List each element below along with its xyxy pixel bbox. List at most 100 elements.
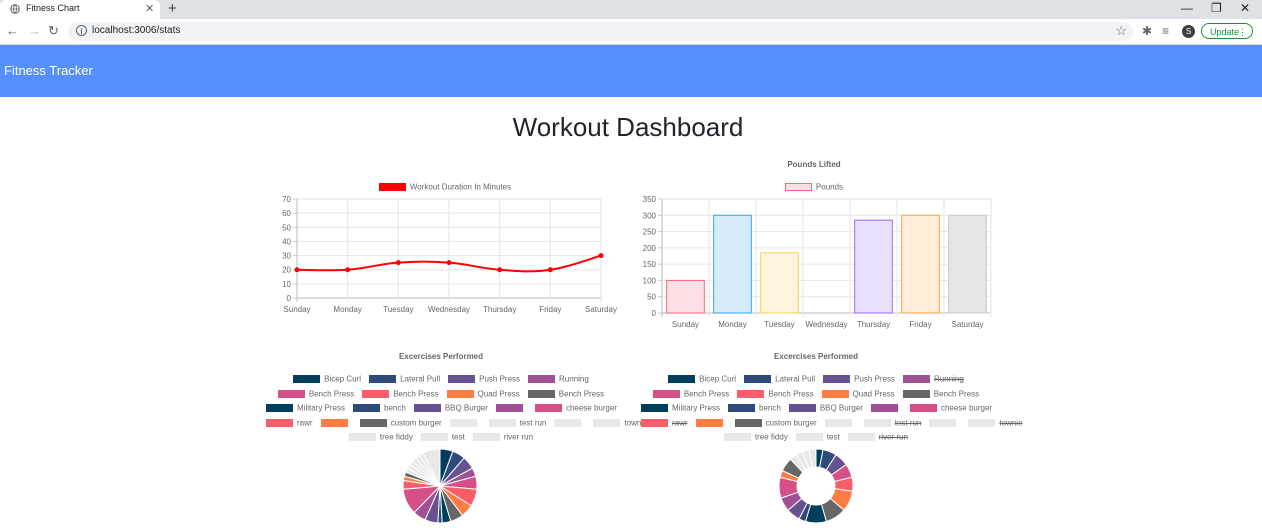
x-tick-label: Wednesday bbox=[805, 320, 847, 329]
y-tick-label: 200 bbox=[643, 244, 657, 253]
x-tick-label: Thursday bbox=[857, 320, 890, 329]
address-bar[interactable]: i localhost:3006/stats ☆ bbox=[68, 22, 1133, 41]
legend-item[interactable]: custom burger bbox=[734, 418, 817, 427]
legend-label: Bench Press bbox=[558, 389, 605, 399]
extensions-icon[interactable]: ✱ bbox=[1142, 24, 1153, 38]
legend-swatch bbox=[420, 433, 448, 442]
legend-item[interactable]: Bench Press bbox=[737, 389, 814, 398]
x-tick-label: Tuesday bbox=[383, 305, 413, 314]
legend-swatch bbox=[784, 183, 812, 192]
legend-item[interactable] bbox=[449, 418, 481, 427]
y-tick-label: 20 bbox=[282, 266, 291, 275]
legend-item[interactable]: Quad Press bbox=[821, 389, 895, 399]
legend-item[interactable] bbox=[495, 403, 527, 413]
legend-item[interactable]: rawr bbox=[266, 418, 313, 427]
legend-item[interactable]: river run bbox=[472, 432, 534, 442]
reading-list-icon[interactable]: ≡ bbox=[1162, 24, 1170, 38]
legend-item[interactable]: Push Press bbox=[823, 374, 896, 384]
legend-label: Pounds bbox=[815, 182, 844, 192]
legend-label: Push Press bbox=[854, 374, 896, 384]
legend-item[interactable]: Bicep Curl bbox=[293, 374, 361, 384]
browser-tab[interactable]: Fitness Chart ✕ bbox=[0, 0, 160, 19]
tab-title: Fitness Chart bbox=[26, 3, 80, 13]
legend-item[interactable]: rawr bbox=[641, 418, 688, 427]
reload-icon[interactable]: ↻ bbox=[48, 23, 59, 38]
y-tick-label: 70 bbox=[282, 195, 291, 204]
y-tick-label: 40 bbox=[282, 237, 291, 246]
navbar-brand[interactable]: Fitness Tracker bbox=[4, 63, 93, 78]
y-tick-label: 0 bbox=[287, 294, 292, 303]
url-text[interactable]: localhost:3006/stats bbox=[92, 25, 181, 36]
legend-label: river run bbox=[503, 432, 534, 442]
chart-legend: Workout Duration In Minutes bbox=[270, 182, 620, 192]
legend-label: Quad Press bbox=[852, 389, 895, 399]
x-tick-label: Friday bbox=[909, 320, 931, 329]
legend-item[interactable]: tree fiddy bbox=[348, 432, 413, 442]
legend-item[interactable]: test bbox=[420, 432, 465, 442]
legend-item[interactable]: test run bbox=[863, 418, 921, 427]
legend-swatch bbox=[348, 433, 376, 442]
more-vert-icon: ⋮ bbox=[1238, 27, 1247, 37]
legend-item[interactable]: Running bbox=[903, 374, 964, 384]
legend-item[interactable]: Bench Press bbox=[652, 389, 729, 398]
legend-item[interactable]: Military Press bbox=[266, 403, 346, 413]
legend-item[interactable]: Pounds bbox=[784, 182, 844, 192]
legend-item[interactable]: Lateral Pull bbox=[369, 374, 440, 384]
legend-item[interactable] bbox=[870, 403, 902, 413]
legend-item[interactable]: townie bbox=[968, 418, 1023, 427]
exercises-doughnut-chart: Excercises Performed Bicep Curl Lateral P… bbox=[637, 350, 1023, 528]
legend-item[interactable]: bench bbox=[353, 403, 406, 413]
legend-item[interactable]: test run bbox=[488, 418, 546, 427]
legend-item[interactable]: BBQ Burger bbox=[413, 403, 488, 413]
forward-arrow-icon[interactable]: → bbox=[28, 23, 41, 38]
legend-item[interactable]: test bbox=[795, 432, 840, 442]
legend-item[interactable]: tree fiddy bbox=[723, 432, 788, 442]
legend-label: bench bbox=[384, 403, 406, 413]
legend-item[interactable]: bench bbox=[728, 403, 781, 413]
legend-item[interactable]: Bench Press bbox=[362, 389, 439, 398]
avatar[interactable]: S bbox=[1182, 25, 1195, 38]
legend-swatch bbox=[652, 389, 680, 398]
legend-item[interactable]: Bench Press bbox=[902, 389, 979, 398]
info-icon[interactable]: i bbox=[76, 25, 87, 36]
legend-label: Bicep Curl bbox=[699, 374, 737, 384]
legend-label: Military Press bbox=[297, 403, 346, 413]
legend-item[interactable]: Workout Duration In Minutes bbox=[378, 182, 511, 192]
restore-icon[interactable]: ❐ bbox=[1211, 1, 1222, 15]
legend-item[interactable]: Push Press bbox=[448, 374, 520, 384]
x-tick-label: Saturday bbox=[951, 320, 983, 329]
legend-item[interactable]: cheese burger bbox=[909, 403, 992, 413]
minimize-icon[interactable]: — bbox=[1181, 1, 1193, 15]
bookmark-star-icon[interactable]: ☆ bbox=[1115, 23, 1127, 38]
legend-item[interactable] bbox=[695, 418, 727, 427]
new-tab-icon[interactable]: + bbox=[168, 0, 177, 17]
legend-row: tree fiddy test river run bbox=[262, 432, 620, 442]
legend-item[interactable] bbox=[824, 418, 856, 427]
legend-item[interactable]: cheese burger bbox=[534, 403, 617, 413]
legend-item[interactable]: river run bbox=[847, 432, 908, 442]
legend-item[interactable]: Running bbox=[528, 374, 589, 384]
line-chart-plot: 0 10 20 30 40 50 60 70 Sunday Monday Tuesday Wednes… bbox=[282, 195, 617, 314]
legend-item[interactable]: BBQ Burger bbox=[788, 403, 863, 413]
legend-swatch bbox=[378, 183, 406, 192]
update-button[interactable]: Update ⋮ bbox=[1201, 23, 1253, 39]
back-arrow-icon[interactable]: ← bbox=[6, 23, 19, 38]
window-close-icon[interactable]: ✕ bbox=[1240, 1, 1251, 15]
legend-item[interactable] bbox=[320, 418, 352, 427]
legend-item[interactable]: Bench Press bbox=[527, 389, 605, 399]
legend-item[interactable]: Bench Press bbox=[277, 389, 354, 398]
legend-item[interactable]: Lateral Pull bbox=[744, 374, 815, 384]
legend-item[interactable]: Military Press bbox=[641, 403, 720, 413]
globe-icon bbox=[10, 4, 20, 14]
legend-item[interactable]: custom burger bbox=[359, 418, 442, 427]
legend-swatch bbox=[449, 418, 477, 427]
legend-swatch bbox=[824, 418, 852, 427]
legend-item[interactable] bbox=[929, 418, 960, 427]
close-icon[interactable]: ✕ bbox=[145, 3, 155, 15]
legend-item[interactable]: townie bbox=[593, 418, 648, 428]
legend-item[interactable]: Bicep Curl bbox=[668, 374, 737, 384]
legend-label: townie bbox=[624, 418, 648, 428]
legend-item[interactable] bbox=[554, 418, 585, 427]
legend-item[interactable]: Quad Press bbox=[446, 389, 520, 398]
legend-swatch bbox=[359, 418, 387, 427]
